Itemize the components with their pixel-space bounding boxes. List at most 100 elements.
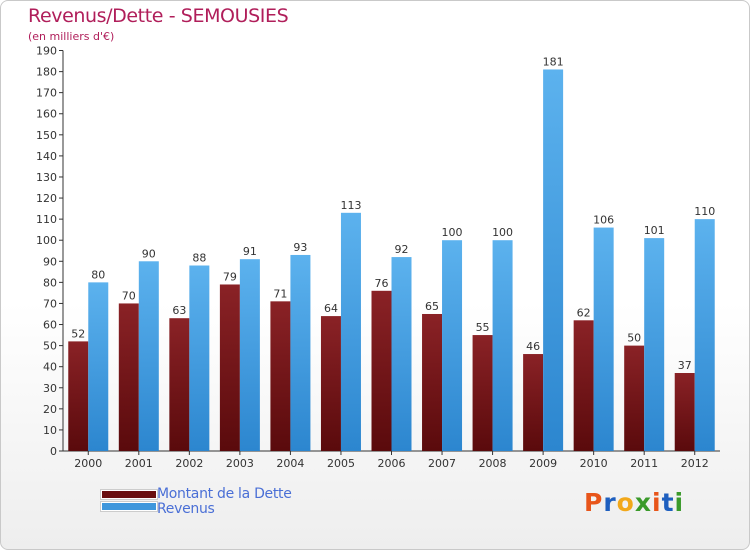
x-tick-label: 2010: [580, 457, 608, 470]
data-label-dette: 37: [678, 359, 692, 372]
y-tick-label: 190: [36, 45, 57, 58]
x-tick-label: 2007: [428, 457, 456, 470]
y-tick-label: 120: [36, 192, 57, 205]
legend-swatch-revenus: [101, 502, 157, 511]
data-label-dette: 63: [172, 304, 186, 317]
data-label-revenus: 106: [593, 214, 614, 227]
bar-dette: [523, 354, 544, 451]
x-tick-label: 2000: [74, 457, 102, 470]
y-tick-label: 140: [36, 150, 57, 163]
bar-dette: [371, 290, 392, 451]
bar-dette: [118, 303, 139, 451]
x-tick-label: 2003: [226, 457, 254, 470]
data-label-revenus: 90: [142, 247, 156, 260]
bar-revenus: [543, 69, 564, 451]
bar-revenus: [138, 261, 159, 451]
data-label-revenus: 92: [395, 243, 409, 256]
bar-revenus: [340, 212, 361, 451]
bar-dette: [472, 335, 493, 451]
data-label-revenus: 100: [492, 226, 513, 239]
y-tick-label: 180: [36, 66, 57, 79]
bar-revenus: [189, 265, 210, 451]
x-tick-label: 2012: [681, 457, 709, 470]
bar-dette: [68, 341, 89, 451]
y-tick-label: 30: [43, 382, 57, 395]
legend-label-revenus: Revenus: [157, 501, 215, 517]
y-tick-label: 70: [43, 297, 57, 310]
y-tick-label: 110: [36, 213, 57, 226]
data-label-dette: 71: [273, 287, 287, 300]
bar-revenus: [593, 227, 614, 451]
y-tick-label: 10: [43, 424, 57, 437]
data-label-revenus: 100: [442, 226, 463, 239]
bar-dette: [674, 373, 695, 451]
bar-dette: [320, 316, 341, 451]
y-tick-label: 50: [43, 340, 57, 353]
bar-revenus: [644, 238, 665, 451]
x-tick-label: 2002: [175, 457, 203, 470]
chart-title: Revenus/Dette - SEMOUSIES: [28, 5, 289, 27]
bar-dette: [422, 313, 443, 451]
bar-revenus: [492, 240, 513, 451]
data-label-revenus: 181: [543, 55, 564, 68]
data-label-dette: 64: [324, 302, 338, 315]
data-label-dette: 52: [71, 327, 85, 340]
chart-subtitle: (en milliers d'€): [28, 30, 115, 43]
logo-letter: o: [616, 488, 635, 517]
data-label-dette: 70: [122, 289, 136, 302]
logo-letter: P: [584, 488, 604, 517]
bar-revenus: [290, 254, 311, 451]
bar-dette: [573, 320, 594, 451]
data-label-revenus: 88: [192, 252, 206, 265]
bar-revenus: [88, 282, 109, 451]
bar-revenus: [391, 257, 412, 451]
logo-letter: t: [661, 488, 675, 517]
x-tick-label: 2008: [479, 457, 507, 470]
bar-revenus: [442, 240, 463, 451]
proxiti-logo: Proxiti: [584, 488, 684, 517]
data-label-dette: 50: [627, 332, 641, 345]
x-tick-label: 2005: [327, 457, 355, 470]
y-tick-label: 100: [36, 234, 57, 247]
y-tick-label: 40: [43, 361, 57, 374]
y-tick-label: 170: [36, 87, 57, 100]
bar-chart: 0 10 20 30 40 50 60 70 80 90 100 110 120 130 140 150 160…: [36, 45, 720, 470]
x-tick-label: 2011: [630, 457, 658, 470]
bar-revenus: [239, 259, 260, 451]
bar-dette: [219, 284, 240, 451]
data-label-revenus: 113: [340, 199, 361, 212]
x-tick-label: 2006: [378, 457, 406, 470]
y-tick-label: 90: [43, 255, 57, 268]
legend-label-dette: Montant de la Dette: [157, 486, 292, 502]
y-tick-label: 80: [43, 276, 57, 289]
bar-dette: [270, 301, 291, 451]
x-tick-label: 2001: [125, 457, 153, 470]
y-tick-label: 60: [43, 319, 57, 332]
bar-dette: [169, 318, 190, 451]
logo-letter: r: [603, 488, 617, 517]
y-tick-label: 150: [36, 129, 57, 142]
data-label-dette: 46: [526, 340, 540, 353]
data-label-dette: 62: [577, 306, 591, 319]
x-tick-label: 2004: [276, 457, 304, 470]
logo-letter: i: [674, 488, 685, 517]
data-label-revenus: 80: [91, 268, 105, 281]
logo-letter: i: [652, 488, 662, 517]
data-label-revenus: 110: [694, 205, 715, 218]
data-label-revenus: 93: [293, 241, 307, 254]
data-label-dette: 65: [425, 300, 439, 313]
logo-letter: x: [634, 488, 652, 517]
data-label-dette: 76: [375, 277, 389, 290]
data-label-dette: 79: [223, 270, 237, 283]
data-label-dette: 55: [476, 321, 490, 334]
x-tick-label: 2009: [529, 457, 557, 470]
y-tick-label: 130: [36, 171, 57, 184]
legend-swatch-dette: [101, 490, 157, 499]
y-tick-label: 0: [50, 445, 57, 458]
bar-dette: [624, 345, 645, 451]
bar-revenus: [694, 219, 715, 451]
y-tick-label: 160: [36, 108, 57, 121]
y-tick-label: 20: [43, 403, 57, 416]
data-label-revenus: 101: [644, 224, 665, 237]
